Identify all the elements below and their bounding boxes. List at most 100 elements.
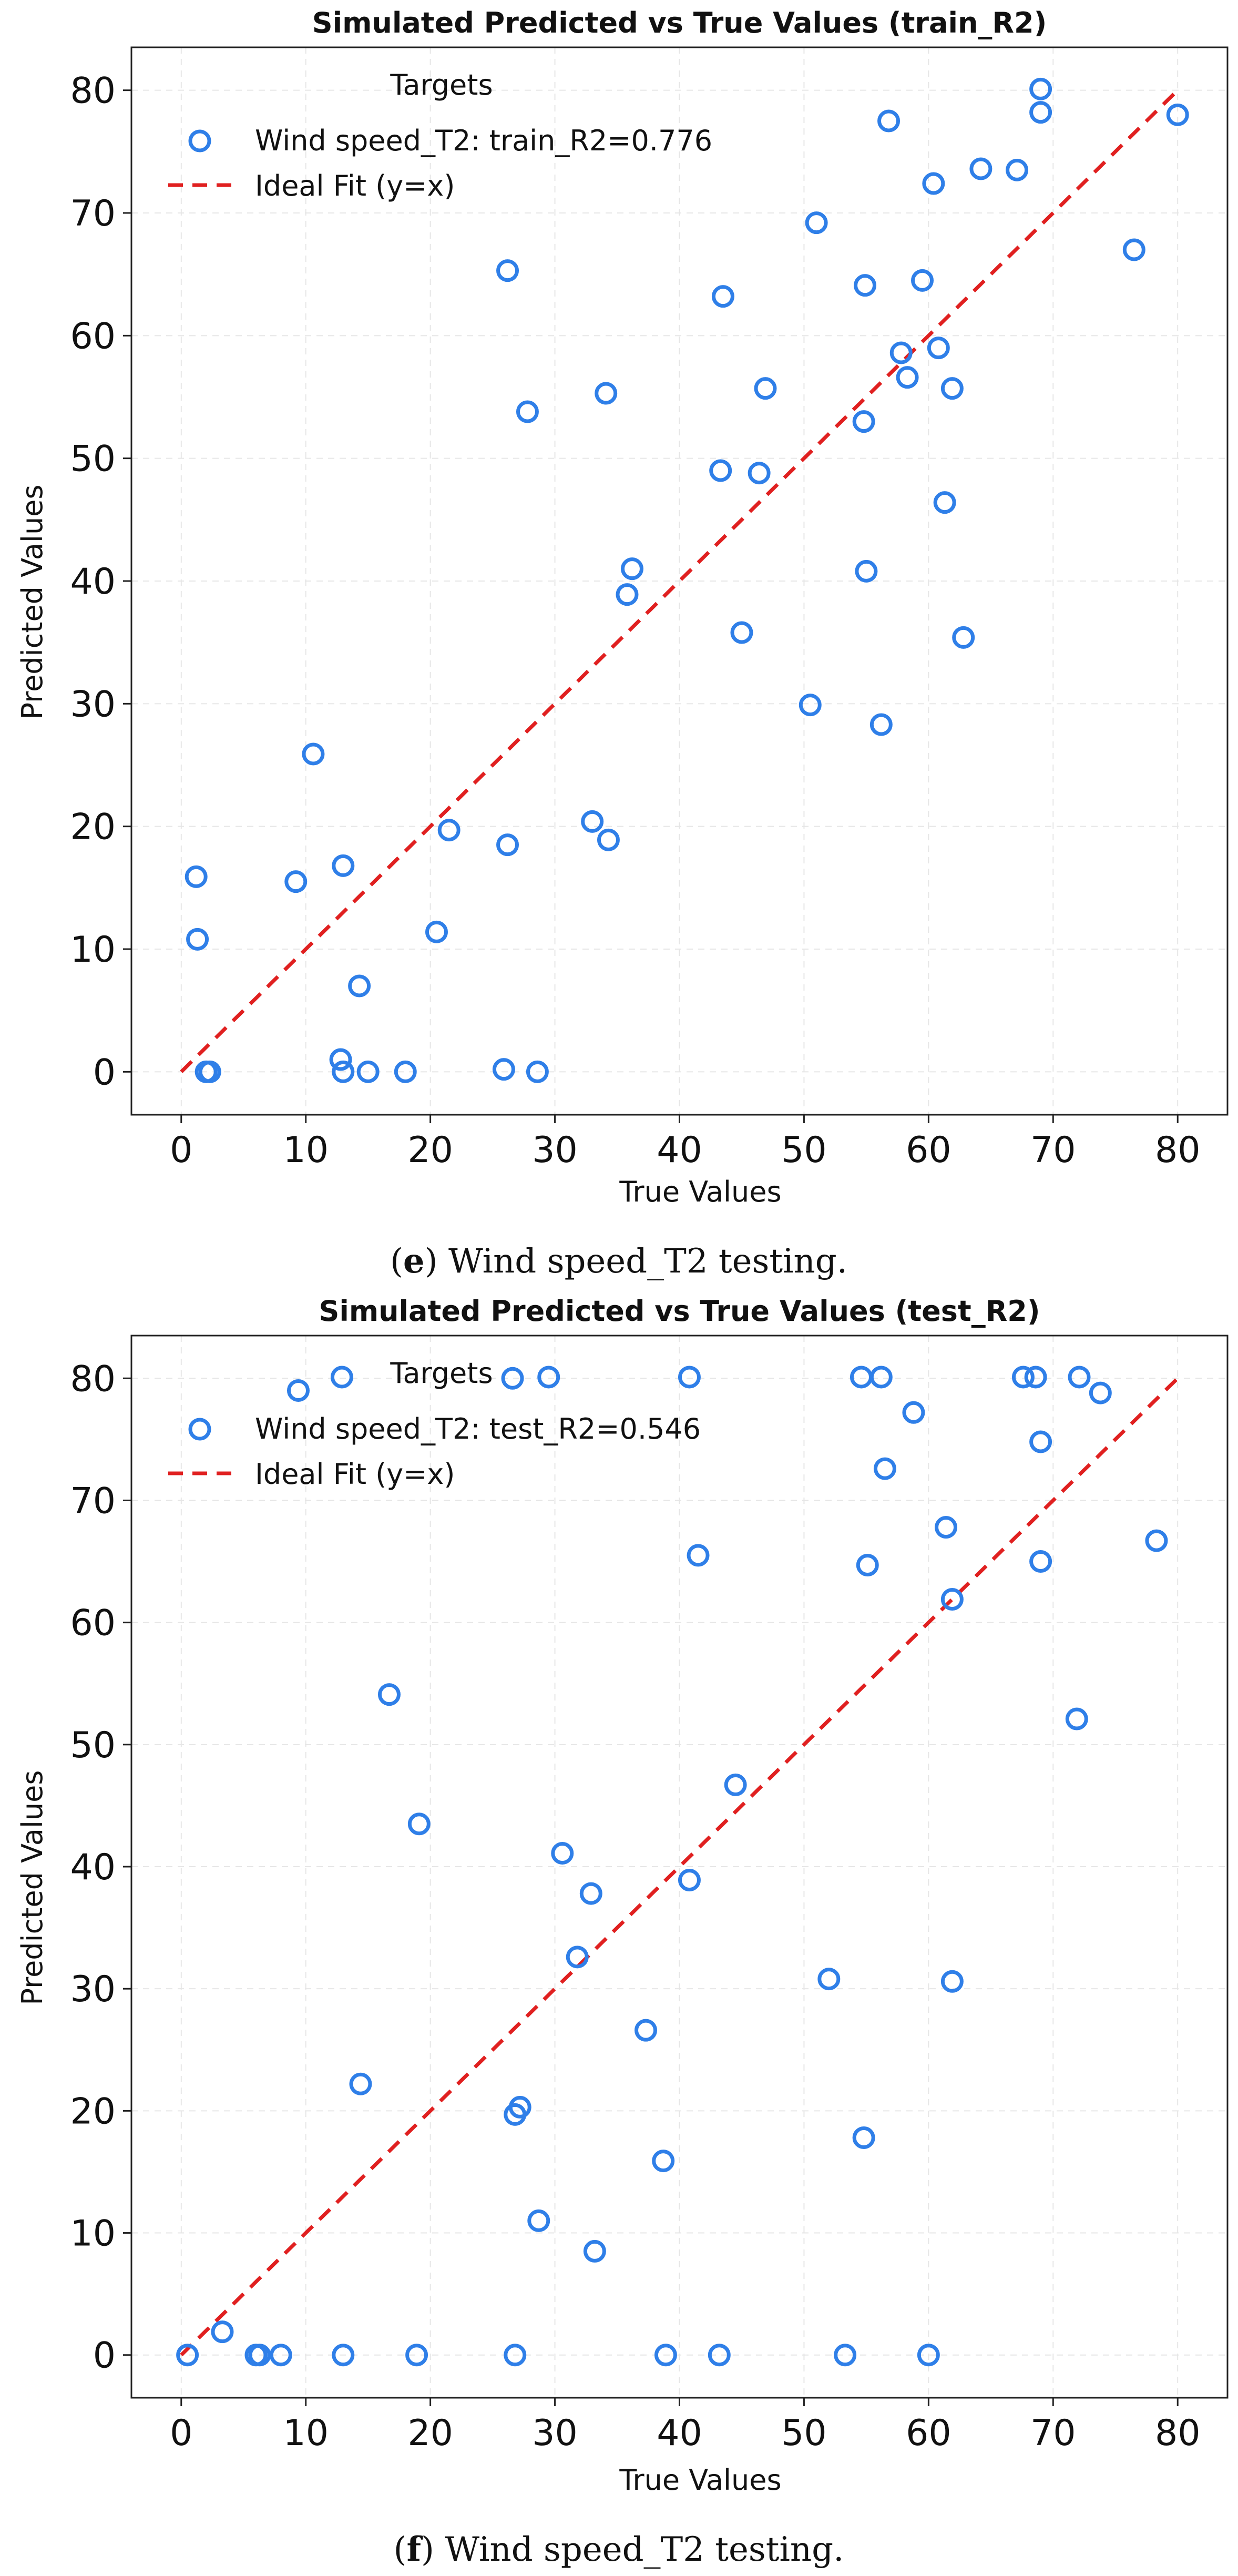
x-tick-label: 60 xyxy=(906,2412,951,2454)
data-point xyxy=(1122,238,1145,261)
x-tick-label: 30 xyxy=(532,1129,578,1171)
data-point xyxy=(1089,1381,1112,1404)
y-tick-label: 10 xyxy=(70,2213,116,2255)
data-point xyxy=(579,1882,602,1905)
y-tick-label: 40 xyxy=(70,561,116,603)
data-point xyxy=(652,2150,675,2173)
legend-title: Targets xyxy=(390,68,493,101)
data-point xyxy=(516,400,539,423)
data-point xyxy=(329,1048,352,1071)
data-point xyxy=(1029,1550,1052,1573)
data-point xyxy=(437,819,461,842)
data-point xyxy=(805,211,828,235)
data-point xyxy=(873,1457,896,1480)
data-point xyxy=(754,377,777,400)
data-point xyxy=(1145,1529,1168,1552)
y-tick-label: 70 xyxy=(70,1480,116,1522)
data-point xyxy=(248,2344,271,2367)
data-point xyxy=(635,2019,658,2042)
data-point xyxy=(1065,1707,1088,1730)
y-tick-label: 50 xyxy=(70,439,116,480)
data-point xyxy=(834,2344,857,2367)
caption-letter: e xyxy=(403,1241,425,1281)
figure-caption: (e) Wind speed_T2 testing. xyxy=(390,1241,847,1281)
x-tick-label: 50 xyxy=(781,1129,827,1171)
data-point xyxy=(302,742,325,766)
chart-title: Simulated Predicted vs True Values (test… xyxy=(319,1295,1040,1328)
data-point xyxy=(896,366,919,389)
data-point xyxy=(687,1544,710,1567)
y-tick-label: 40 xyxy=(70,1847,116,1888)
legend-label-ideal: Ideal Fit (y=x) xyxy=(255,169,455,202)
data-point xyxy=(284,870,308,893)
x-tick-label: 20 xyxy=(407,1129,453,1171)
x-tick-label: 20 xyxy=(407,2412,453,2454)
data-point xyxy=(176,2344,199,2367)
data-point xyxy=(724,1773,747,1796)
caption-close-paren: ) xyxy=(421,2530,434,2569)
y-tick-label: 0 xyxy=(93,2335,116,2377)
data-point xyxy=(186,928,209,951)
y-tick-label: 30 xyxy=(70,1969,116,2010)
data-point xyxy=(708,2344,731,2367)
data-point xyxy=(927,337,950,360)
legend-label-ideal: Ideal Fit (y=x) xyxy=(255,1458,455,1491)
data-point xyxy=(952,626,975,649)
data-point xyxy=(527,2209,550,2232)
data-point xyxy=(852,2126,875,2149)
data-point xyxy=(1011,1366,1035,1389)
data-point xyxy=(1029,1430,1052,1453)
data-point xyxy=(330,1366,353,1389)
data-point xyxy=(211,2320,234,2344)
data-point xyxy=(654,2344,677,2367)
data-point xyxy=(940,1970,964,1993)
data-point xyxy=(287,1379,310,1402)
data-point xyxy=(917,2344,940,2367)
data-point xyxy=(852,410,875,433)
x-tick-label: 0 xyxy=(170,1129,192,1171)
caption-open-paren: ( xyxy=(394,2530,407,2569)
data-point xyxy=(537,1366,560,1389)
data-point xyxy=(504,2344,527,2367)
data-point xyxy=(377,1683,401,1706)
x-axis-label: True Values xyxy=(619,1175,781,1208)
ideal-fit-line xyxy=(180,89,1179,1073)
data-point xyxy=(678,1366,701,1389)
data-point xyxy=(933,491,956,514)
data-point xyxy=(551,1841,574,1865)
data-point xyxy=(595,382,618,405)
data-point xyxy=(969,157,993,180)
x-tick-label: 70 xyxy=(1030,2412,1076,2454)
data-point xyxy=(496,259,519,282)
x-tick-label: 10 xyxy=(283,2412,329,2454)
figure-caption: (f) Wind speed_T2 testing. xyxy=(394,2530,844,2569)
data-point xyxy=(709,459,732,482)
data-point xyxy=(678,1869,701,1892)
caption-close-paren: ) xyxy=(425,1242,438,1281)
x-tick-label: 60 xyxy=(906,1129,951,1171)
data-point xyxy=(1029,101,1052,124)
y-axis-label: Predicted Values xyxy=(16,1770,49,2005)
data-point xyxy=(940,377,964,400)
x-tick-label: 40 xyxy=(657,1129,702,1171)
data-point xyxy=(1166,103,1189,126)
x-tick-label: 10 xyxy=(283,1129,329,1171)
chart-title: Simulated Predicted vs True Values (trai… xyxy=(312,6,1047,39)
data-point xyxy=(349,2072,372,2095)
data-point xyxy=(935,1516,958,1539)
x-tick-label: 30 xyxy=(532,2412,578,2454)
data-point xyxy=(889,341,913,364)
data-point xyxy=(748,462,771,485)
data-point xyxy=(496,833,519,857)
data-point xyxy=(332,2344,355,2367)
data-point xyxy=(616,583,639,606)
data-point xyxy=(940,1588,964,1611)
data-point xyxy=(583,2239,606,2263)
data-point xyxy=(405,2344,428,2367)
data-point xyxy=(332,1060,355,1083)
y-tick-label: 0 xyxy=(93,1052,116,1093)
legend-marker-points xyxy=(188,129,211,152)
data-point xyxy=(508,2095,531,2119)
data-point xyxy=(922,172,945,195)
